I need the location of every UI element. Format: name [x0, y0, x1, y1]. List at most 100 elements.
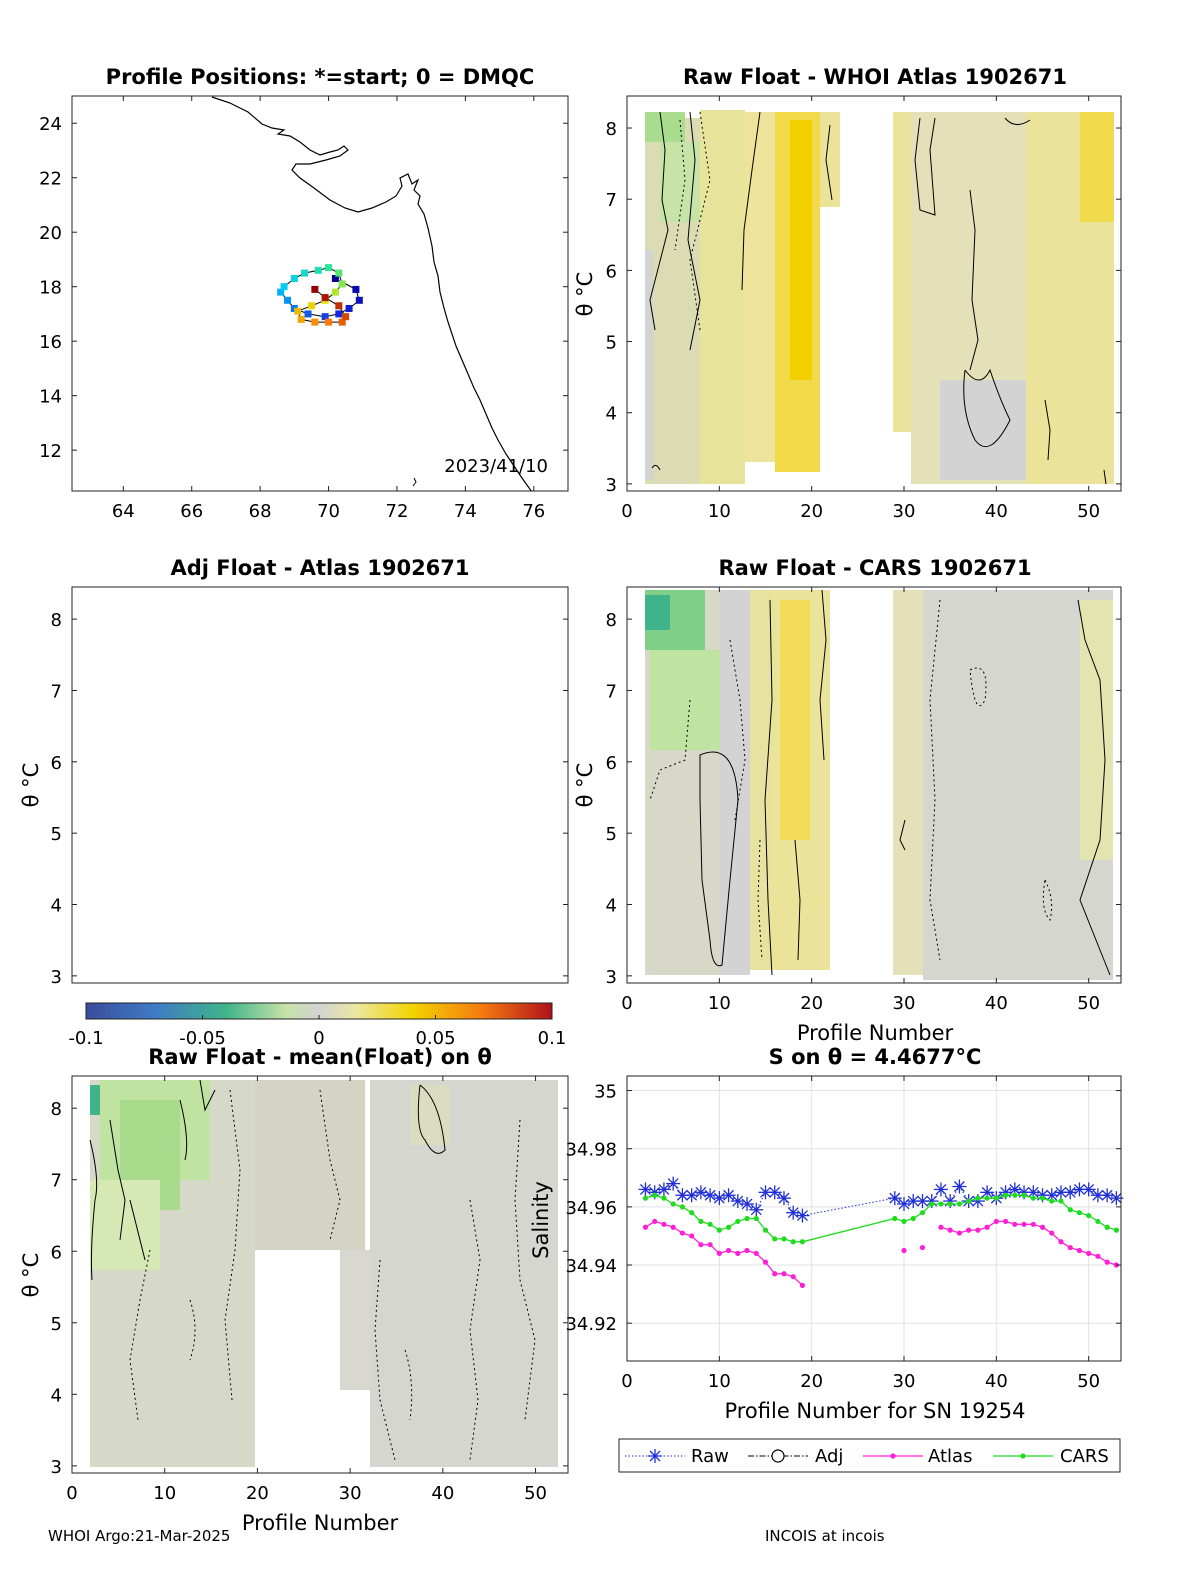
cars-point	[938, 1201, 944, 1207]
cars-point	[984, 1195, 990, 1201]
salinity-axes	[626, 1075, 1122, 1362]
position-point	[335, 269, 343, 277]
legend-raw-marker	[648, 1449, 662, 1463]
whoi-y-tick-label: 5	[606, 333, 617, 354]
cars-x-tick-label: 10	[708, 993, 731, 1014]
cars-axes	[626, 586, 1122, 984]
raw-point	[721, 1188, 736, 1203]
atlas-point	[670, 1224, 676, 1230]
raw-point	[1081, 1182, 1096, 1197]
whoi-heatmap-field	[645, 110, 1114, 484]
positions-y-tick-label: 12	[39, 441, 62, 462]
positions-y-tick-label: 24	[39, 114, 62, 135]
atlas-point	[1076, 1247, 1083, 1254]
raw-point	[656, 1182, 671, 1197]
adj-y-tick-label: 8	[51, 610, 62, 631]
salinity-x-tick-label: 10	[708, 1371, 731, 1392]
mean-y-tick-label: 6	[51, 1242, 62, 1263]
atlas-point	[901, 1247, 907, 1254]
atlas-point	[753, 1250, 759, 1256]
cars-point	[781, 1236, 787, 1242]
atlas-point	[993, 1218, 999, 1225]
adj-ylabel: θ °C	[19, 763, 43, 808]
raw-point	[693, 1185, 708, 1200]
positions-x-tick-label: 76	[522, 501, 545, 522]
cars-point	[744, 1215, 750, 1222]
cars-point	[1030, 1195, 1036, 1201]
mean-x-tick-label: 50	[524, 1483, 547, 1504]
cars-point	[1058, 1198, 1064, 1204]
position-point	[321, 313, 329, 321]
cars-x-tick-label: 0	[621, 993, 632, 1014]
mean-title: Raw Float - mean(Float) on θ	[148, 1045, 492, 1069]
position-point	[277, 288, 285, 296]
salinity-y-tick-label: 34.98	[565, 1140, 617, 1161]
adj-y-tick-label: 3	[51, 967, 62, 988]
raw-point	[887, 1191, 902, 1206]
legend-cars-label: CARS	[1060, 1446, 1109, 1467]
salinity-series	[638, 1176, 1124, 1288]
cars-point	[762, 1227, 769, 1233]
mean-ylabel: θ °C	[19, 1253, 43, 1298]
atlas-point	[984, 1224, 990, 1230]
cars-point	[1095, 1218, 1101, 1225]
mean-x-tick-label: 0	[66, 1483, 77, 1504]
whoi-x-tick-label: 10	[708, 501, 731, 522]
atlas-point	[661, 1221, 667, 1227]
cars-heatmap-field	[645, 590, 1113, 980]
adj-y-tick-label: 4	[51, 896, 62, 917]
legend-atlas: Atlas	[863, 1446, 972, 1467]
colorbar-tick-label: 0.1	[538, 1028, 567, 1049]
raw-point	[740, 1196, 755, 1211]
atlas-point	[799, 1282, 806, 1288]
adj-y-tick-label: 7	[51, 681, 62, 702]
mean-xlabel: Profile Number	[242, 1511, 399, 1535]
cars-point	[966, 1198, 972, 1204]
cars-x-tick-label: 30	[893, 993, 916, 1014]
mean-y-tick-label: 7	[51, 1171, 62, 1192]
salinity-ylabel: Salinity	[529, 1181, 553, 1259]
salinity-y-tick-label: 34.94	[565, 1256, 617, 1277]
legend-raw-label: Raw	[691, 1446, 729, 1467]
atlas-point	[707, 1242, 713, 1248]
cars-point	[929, 1201, 935, 1207]
position-point	[294, 307, 302, 315]
cars-x-ticks: 0 10 20 30 40 50	[621, 587, 1100, 1014]
whoi-y-tick-label: 4	[606, 404, 617, 425]
legend-atlas-label: Atlas	[928, 1446, 972, 1467]
adj-y-tick-label: 6	[51, 753, 62, 774]
salinity-title: S on θ = 4.4677°C	[769, 1045, 982, 1069]
cars-point	[1113, 1227, 1119, 1233]
salinity-x-tick-label: 0	[621, 1371, 632, 1392]
raw-point	[684, 1188, 699, 1203]
colorbar-ticks: -0.1 -0.05 0 0.05 0.1	[68, 1015, 566, 1049]
mean-y-tick-label: 8	[51, 1099, 62, 1120]
mean-x-tick-label: 30	[339, 1483, 362, 1504]
legend-adj-label: Adj	[815, 1446, 843, 1467]
cars-x-tick-label: 40	[985, 993, 1008, 1014]
whoi-x-tick-label: 30	[893, 501, 916, 522]
raw-point	[776, 1191, 791, 1206]
positions-x-tick-label: 74	[454, 501, 477, 522]
atlas-point	[1086, 1250, 1092, 1256]
cars-point	[919, 1210, 926, 1216]
salinity-y-tick-label: 34.96	[565, 1198, 617, 1219]
cars-dotted-contours	[649, 599, 1053, 961]
float-positions	[277, 264, 363, 326]
cars-x-tick-label: 20	[800, 993, 823, 1014]
whoi-x-tick-label: 0	[621, 501, 632, 522]
position-point	[311, 285, 319, 293]
position-point	[284, 296, 292, 304]
legend-adj: Adj	[748, 1446, 843, 1467]
position-point	[331, 288, 339, 296]
cars-y-tick-label: 4	[606, 896, 617, 917]
positions-x-ticks: 64 66 68 70 72 74 76	[112, 96, 545, 522]
salinity-x-tick-label: 40	[985, 1371, 1008, 1392]
cars-panel: Raw Float - CARS 1902671	[573, 556, 1122, 1045]
atlas-point	[689, 1233, 695, 1239]
atlas-point	[725, 1247, 732, 1254]
cars-point	[642, 1195, 649, 1201]
cars-point	[670, 1201, 676, 1207]
raw-point	[638, 1182, 653, 1197]
atlas-point	[698, 1242, 704, 1248]
